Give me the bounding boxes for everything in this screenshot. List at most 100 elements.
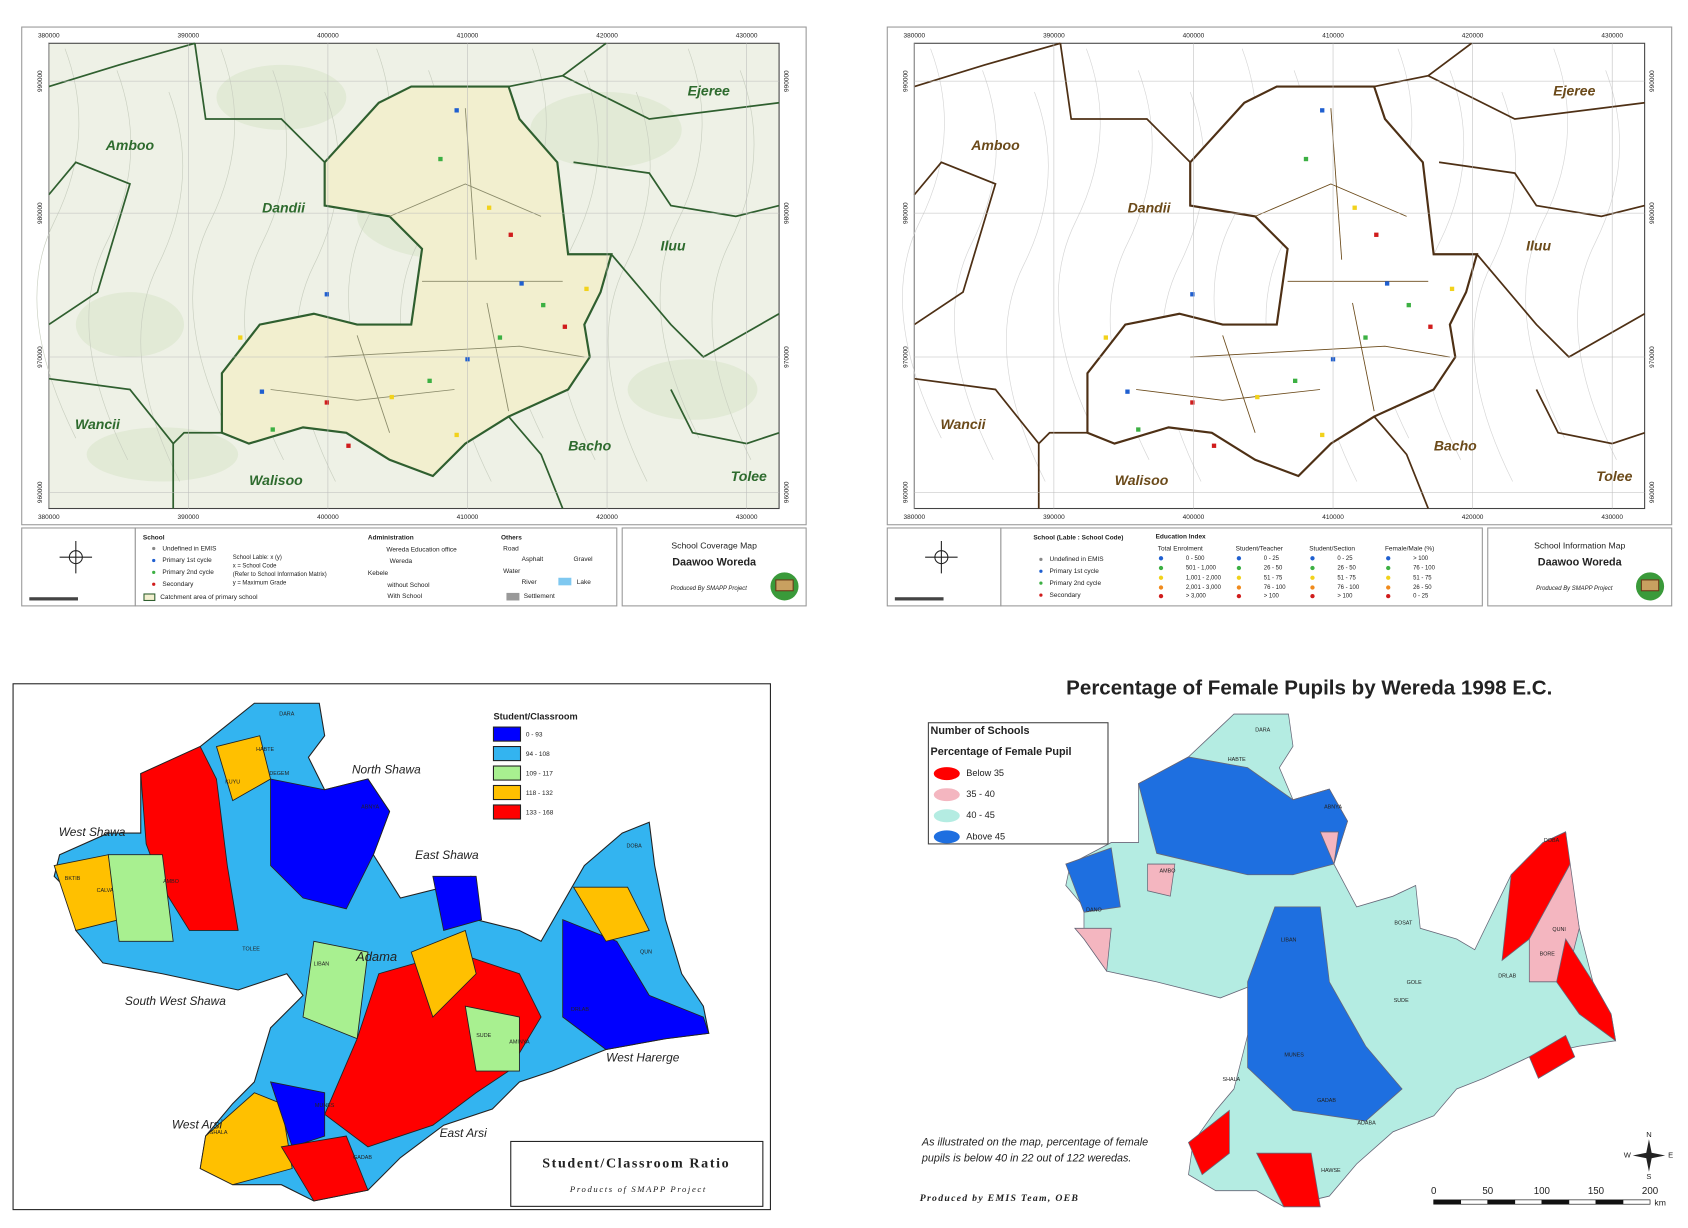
legend-item: without School — [386, 582, 429, 589]
scale-bar — [1433, 1199, 1462, 1205]
legend-item: 51 - 75 — [1337, 575, 1356, 581]
legend-symbol — [1310, 556, 1315, 561]
legend-item: 40 - 45 — [966, 810, 995, 820]
legend-item: 94 - 108 — [526, 751, 550, 758]
compass-label: N — [1646, 1130, 1651, 1139]
wereda-label: CALVA — [97, 888, 114, 894]
legend-item: 35 - 40 — [966, 789, 995, 799]
wereda-label: HABTE — [1228, 757, 1246, 763]
north-arrow-box — [21, 527, 136, 607]
legend-item: 109 - 117 — [526, 770, 553, 777]
kebele-boundary — [1190, 345, 1450, 358]
legend-item: Primary 2nd cycle — [1050, 580, 1102, 587]
compass-label: W — [1624, 1151, 1632, 1160]
wereda-area — [107, 854, 174, 942]
kebele-boundary — [1222, 335, 1256, 433]
legend-item: Road — [503, 545, 519, 552]
wereda-label: BKTIB — [65, 876, 81, 882]
choropleth — [53, 702, 710, 1202]
legend-heading: Administration — [368, 534, 414, 541]
wereda-label: ABNYA — [361, 805, 379, 811]
legend-title: Student/Classroom — [493, 712, 577, 722]
y-tick-label: 970000 — [37, 346, 44, 368]
legend-item: School Lable: x (y) — [233, 555, 282, 561]
map-credit: Products of SMAPP Project — [569, 1184, 707, 1194]
kebele-boundary — [389, 183, 542, 217]
region-label: Wancii — [941, 416, 987, 432]
choropleth — [1065, 713, 1617, 1208]
school-symbol — [1190, 292, 1195, 297]
zone-label: East Shawa — [415, 848, 479, 862]
x-tick-label: 400000 — [1183, 32, 1205, 39]
legend-symbol — [1310, 575, 1315, 580]
map-title: Student/Classroom Ratio — [542, 1155, 730, 1171]
district-boundary — [1438, 161, 1645, 218]
wereda-area — [1256, 1152, 1321, 1208]
wereda-label: SHALA — [210, 1130, 228, 1136]
wereda-label: DRLAB — [571, 1007, 589, 1013]
legend-symbol — [152, 582, 156, 586]
legend-symbol — [1158, 593, 1164, 599]
legend-symbol — [1236, 565, 1242, 571]
region-label: Walisoo — [1115, 472, 1169, 488]
north-arrow — [59, 540, 93, 574]
x-tick-label: 430000 — [736, 32, 758, 39]
legend-symbol — [1310, 585, 1315, 590]
legend-swatch — [492, 726, 522, 742]
district-boundary — [1476, 253, 1646, 359]
scale-bar — [1460, 1199, 1489, 1205]
legend-item: 501 - 1,000 — [1186, 566, 1217, 572]
legend-symbol — [1386, 565, 1391, 571]
x-tick-label: 380000 — [904, 514, 926, 521]
wereda-label: BORE — [1540, 952, 1556, 958]
map-subtitle: Daawoo Woreda — [672, 556, 757, 568]
legend-item: 51 - 75 — [1413, 575, 1432, 581]
scale-bar — [1487, 1199, 1516, 1205]
scale-bar — [1541, 1199, 1570, 1205]
legend-item: y = Maximum Grade — [233, 581, 287, 587]
school-symbol — [346, 443, 351, 448]
legend-item: 0 - 25 — [1264, 556, 1280, 562]
scale-bar — [1622, 1199, 1651, 1205]
legend-column-heading: Student/Teacher — [1236, 545, 1284, 552]
wereda-label: QUNI — [1552, 927, 1565, 933]
x-tick-label: 400000 — [317, 32, 339, 39]
wereda-label: HAWSE — [1321, 1168, 1341, 1174]
region-label: Bacho — [568, 438, 611, 454]
terrain — [75, 292, 185, 358]
legend-item: > 100 — [1337, 594, 1353, 600]
legend-item: (Refer to School Information Matrix) — [233, 572, 327, 578]
scale-label: 0 — [1431, 1186, 1437, 1197]
region-label: Amboo — [970, 137, 1020, 153]
legend-symbol — [1039, 593, 1043, 597]
school-symbol — [427, 378, 432, 384]
kebele-line — [659, 48, 703, 439]
wereda-label: QUN — [640, 950, 652, 956]
scale-label: 50 — [1482, 1186, 1493, 1197]
legend-item: Below 35 — [966, 768, 1004, 778]
school-symbol — [584, 286, 589, 292]
map-subtitle: Daawoo Woreda — [1538, 556, 1623, 568]
kebele-line — [192, 48, 236, 439]
school-symbol — [324, 400, 329, 405]
legend-swatch — [933, 788, 960, 802]
wereda-label: GADAB — [1317, 1098, 1336, 1104]
legend-symbol — [1039, 581, 1043, 585]
wereda-label: DARA — [1255, 728, 1270, 734]
title-box — [510, 1140, 764, 1207]
legend-box — [927, 722, 1109, 845]
y-tick-label: 970000 — [783, 346, 790, 368]
school-symbol — [1352, 205, 1357, 210]
scale-bar — [1595, 1199, 1624, 1205]
legend-item: Kebele — [368, 570, 389, 577]
wereda-area — [199, 1092, 293, 1186]
y-tick-label: 980000 — [783, 202, 790, 224]
region-label: Ejeree — [1553, 83, 1595, 99]
legend-heading: Number of Schools — [931, 725, 1030, 737]
legend-item: Wereda — [390, 558, 413, 565]
legend-item: Water — [503, 568, 521, 575]
wereda-label: SUDE — [476, 1033, 491, 1039]
district-boundary — [48, 161, 131, 326]
zone-label: West Harerge — [606, 1050, 680, 1064]
school-symbol — [324, 292, 329, 297]
